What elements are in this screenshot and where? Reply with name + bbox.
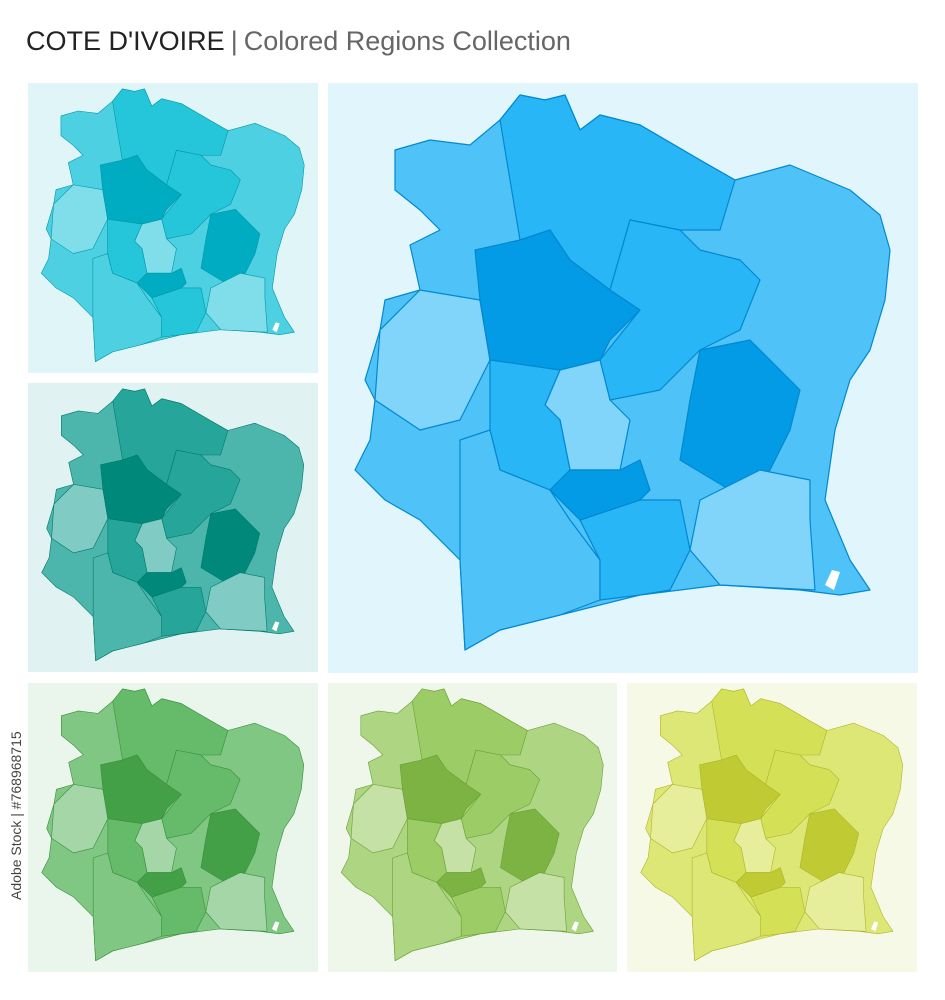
panel-blue [328, 83, 918, 673]
panel-green [28, 683, 318, 972]
subtitle: Colored Regions Collection [243, 26, 571, 56]
separator: | [230, 26, 238, 56]
watermark: Adobe Stock | #768968715 [8, 731, 24, 900]
panel-light-green [328, 683, 617, 972]
panel-teal [28, 383, 318, 672]
panel-lime [627, 683, 917, 972]
title: COTE D'IVOIRE | Colored Regions Collection [26, 26, 571, 57]
country-name: COTE D'IVOIRE [26, 26, 225, 56]
panel-cyan [28, 83, 318, 373]
